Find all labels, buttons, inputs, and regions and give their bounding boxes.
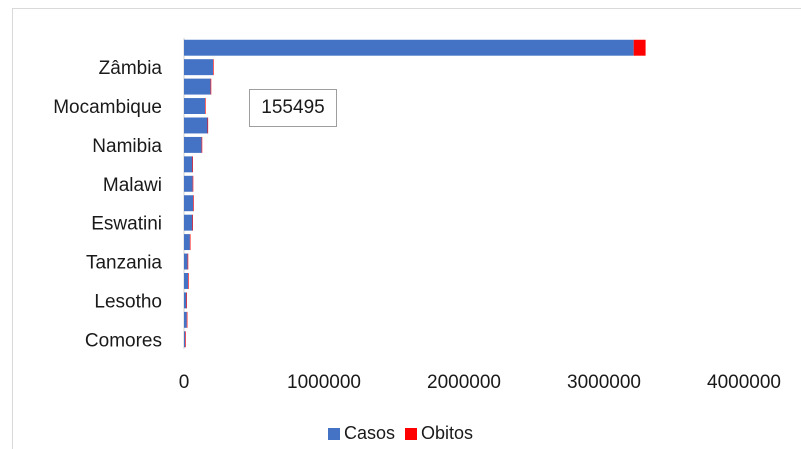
bar-obitos-4: [187, 253, 189, 270]
legend-label-casos: Casos: [343, 423, 395, 443]
legend-swatch-casos: [327, 427, 340, 440]
bar-obitos-12: [205, 98, 206, 114]
bar-obitos-7: [193, 195, 194, 212]
category-label: Comores: [85, 330, 162, 351]
bar-obitos-3: [188, 273, 189, 289]
value-callout: 155495: [249, 89, 337, 127]
bar-obitos-13: [210, 78, 212, 95]
bar-obitos-0: [185, 331, 186, 348]
bar-obitos-1: [186, 311, 188, 328]
category-label: Lesotho: [94, 291, 162, 312]
legend-label-obitos: Obitos: [421, 423, 474, 443]
bar-obitos-14: [213, 59, 214, 76]
bar-casos-4: [184, 253, 188, 270]
bar-casos-7: [184, 195, 194, 212]
category-label: Malawi: [103, 175, 162, 196]
legend-item-casos: Casos: [327, 423, 395, 444]
category-label: Zâmbia: [99, 58, 163, 79]
chart-plot: Comores Lesotho Tanzania Eswatini Malawi Nami…: [53, 38, 781, 393]
category-label: Tanzania: [86, 253, 162, 274]
bar-obitos-11: [207, 117, 209, 134]
bar-casos-11: [184, 117, 208, 134]
bar-obitos-9: [192, 156, 193, 173]
legend-swatch-obitos: [405, 427, 417, 440]
x-tick-label: 4000000: [707, 372, 781, 393]
bar-casos-10: [184, 136, 202, 153]
bar-casos-14: [184, 59, 214, 76]
bar-casos-2: [184, 292, 187, 309]
x-tick-label: 0: [179, 372, 190, 393]
bar-casos-1: [184, 311, 187, 328]
bar-casos-6: [184, 214, 193, 231]
bar-obitos-2: [186, 292, 187, 309]
bar-obitos-10: [201, 136, 203, 153]
bar-casos-15: [184, 39, 634, 56]
x-tick-label: 2000000: [427, 372, 501, 393]
x-tick-label: 3000000: [567, 372, 641, 393]
bar-casos-13: [184, 78, 211, 95]
bar-casos-3: [184, 273, 189, 289]
bar-casos-5: [184, 234, 190, 251]
category-label: Eswatini: [91, 214, 162, 235]
bar-casos-8: [184, 175, 193, 192]
bar-obitos-15: [633, 39, 646, 56]
category-label: Mocambique: [53, 97, 162, 118]
bar-obitos-5: [189, 234, 191, 251]
bar-casos-9: [184, 156, 193, 173]
bar-casos-12: [184, 98, 205, 114]
legend-item-obitos: Obitos: [405, 423, 473, 444]
legend: Casos Obitos: [0, 423, 801, 444]
bar-obitos-8: [192, 175, 194, 192]
bar-obitos-6: [192, 214, 193, 231]
x-tick-label: 1000000: [287, 372, 361, 393]
category-label: Namibia: [92, 136, 162, 157]
bar-casos-0: [184, 331, 186, 348]
chart-frame: [12, 8, 801, 449]
